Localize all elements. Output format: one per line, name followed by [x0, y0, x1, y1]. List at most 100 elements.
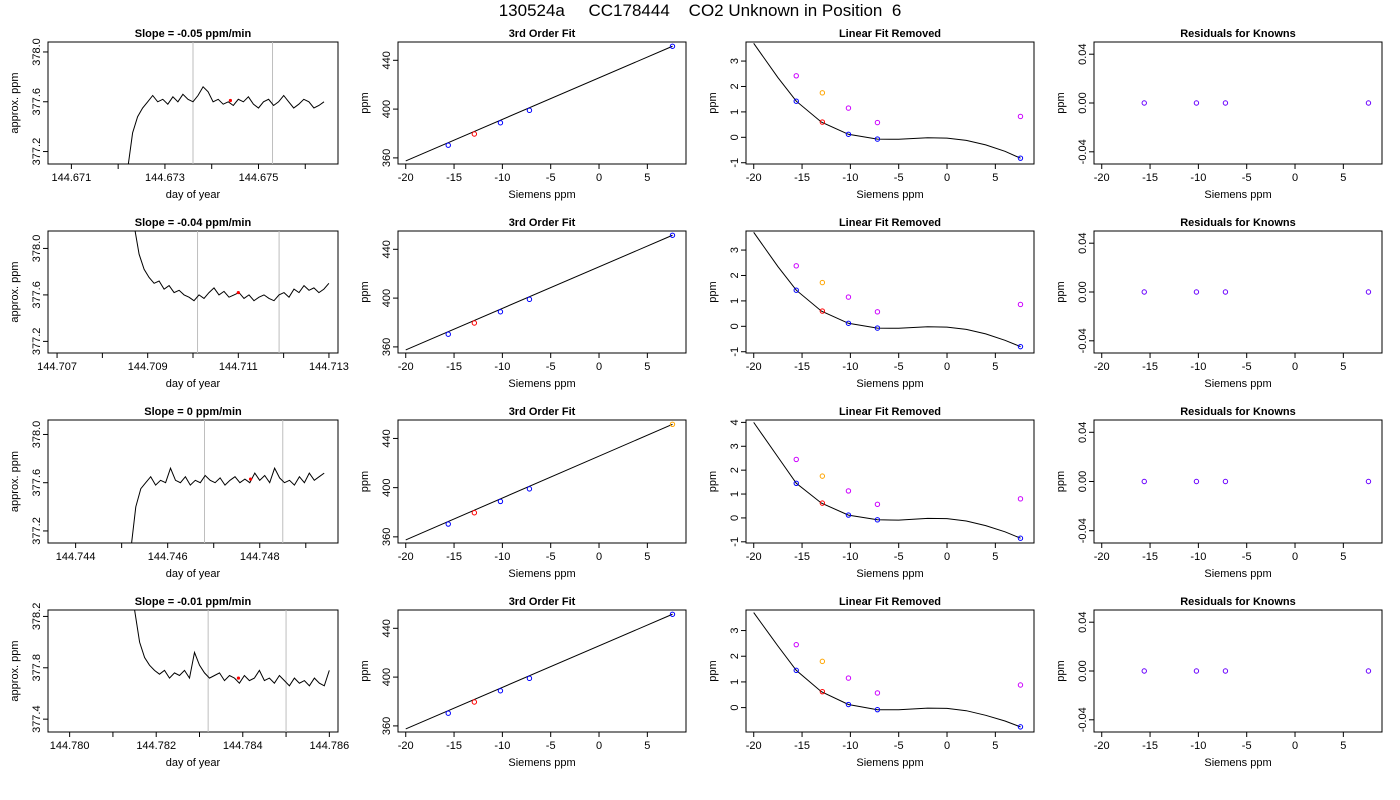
x-tick-label: -10 — [842, 361, 858, 373]
x-tick-label: -15 — [1142, 172, 1158, 184]
plot-area — [1141, 100, 1372, 106]
y-axis-label: ppm — [707, 471, 719, 492]
plot-frame — [745, 609, 1035, 733]
panel-r1-c1: Slope = -0.05 ppm/min 144.671 144.673 144.6… — [9, 28, 339, 201]
x-tick-label: -20 — [398, 172, 414, 184]
plot-area — [753, 612, 1024, 730]
data-point — [669, 421, 676, 428]
x-tick-label: -5 — [1242, 172, 1252, 184]
plot-frame — [397, 230, 687, 354]
y-tick-label: 3 — [729, 247, 741, 253]
y-axis-label: ppm — [1055, 281, 1067, 302]
plot-area — [753, 232, 1024, 350]
data-point — [1222, 478, 1229, 485]
y-tick-label: 377.8 — [31, 654, 43, 682]
x-tick-label: -15 — [1142, 361, 1158, 373]
y-axis-label: ppm — [359, 92, 371, 113]
data-point — [1365, 478, 1372, 485]
data-point — [793, 667, 799, 674]
x-tick-label: -5 — [1242, 361, 1252, 373]
x-tick-label: -20 — [746, 172, 762, 184]
y-axis-label: ppm — [1055, 660, 1067, 681]
x-tick-label: 144.746 — [148, 551, 188, 563]
x-tick-label: 144.786 — [309, 740, 349, 752]
data-point — [819, 688, 826, 695]
plot-frame — [1093, 230, 1383, 354]
cubic-curve-line — [753, 43, 1021, 159]
x-tick-label: -20 — [1094, 551, 1110, 563]
y-tick-label: 440 — [381, 240, 393, 258]
data-point — [471, 131, 478, 137]
x-tick-label: -5 — [546, 361, 556, 373]
x-axis-label: Siemens ppm — [856, 757, 923, 769]
x-tick-label: 0 — [944, 361, 950, 373]
x-axis-label: day of year — [166, 378, 221, 390]
x-tick-label: -10 — [842, 172, 858, 184]
y-axis-label: ppm — [1055, 92, 1067, 113]
plot-area — [1141, 478, 1372, 485]
panel-r4-c4: Residuals for Knowns -20 -15 -10 -5 0 5 -0.04 0.… — [1055, 596, 1383, 769]
data-point — [845, 131, 852, 137]
data-point — [669, 232, 676, 238]
x-tick-label: 5 — [644, 172, 650, 184]
y-tick-label: 378.0 — [31, 421, 43, 449]
x-axis-label: Siemens ppm — [856, 189, 923, 201]
plot-frame — [745, 230, 1035, 354]
panel-r3-c4: Residuals for Knowns -20 -15 -10 -5 0 5 -0.04 0.… — [1055, 406, 1383, 580]
y-tick-label: -1 — [729, 537, 741, 547]
y-tick-label: -1 — [729, 158, 741, 168]
y-tick-label: 1 — [729, 298, 741, 304]
x-tick-label: -15 — [794, 361, 810, 373]
data-point — [793, 98, 799, 104]
y-tick-label: 377.2 — [31, 517, 43, 545]
y-tick-label: 377.6 — [31, 88, 43, 116]
data-point — [497, 120, 504, 126]
fit-line — [405, 234, 673, 351]
x-tick-label: -10 — [842, 740, 858, 752]
plot-frame — [397, 419, 687, 544]
x-tick-label: -10 — [494, 740, 510, 752]
x-tick-label: -15 — [1142, 740, 1158, 752]
co2-trace-line — [131, 466, 325, 543]
plot-frame — [397, 609, 687, 733]
x-axis-label: Siemens ppm — [856, 378, 923, 390]
x-tick-label: -15 — [446, 551, 462, 563]
x-tick-label: 5 — [992, 361, 998, 373]
data-point — [1017, 155, 1024, 161]
plot-area — [134, 610, 330, 732]
x-tick-label: -10 — [494, 172, 510, 184]
x-tick-label: -15 — [446, 172, 462, 184]
y-tick-label: 0.04 — [1077, 611, 1089, 632]
data-point — [526, 675, 533, 682]
data-point — [1141, 289, 1147, 295]
panel-title: Linear Fit Removed — [839, 596, 941, 608]
x-tick-label: 144.673 — [145, 172, 185, 184]
y-tick-label: -0.04 — [1077, 707, 1089, 732]
x-tick-label: 144.784 — [223, 740, 263, 752]
y-axis-label: ppm — [707, 660, 719, 681]
mean-marker — [236, 676, 241, 680]
fit-line — [405, 613, 673, 730]
plot-area — [134, 231, 330, 353]
y-tick-label: 0.00 — [1077, 92, 1089, 113]
data-point — [1222, 289, 1229, 295]
fit-line — [405, 45, 673, 162]
data-point — [874, 517, 881, 523]
panel-title: Residuals for Knowns — [1180, 28, 1296, 40]
y-tick-label: -1 — [729, 347, 741, 357]
y-tick-label: 0 — [729, 705, 741, 711]
y-tick-label: 400 — [381, 668, 393, 686]
panel-title: Linear Fit Removed — [839, 406, 941, 418]
y-tick-label: 2 — [729, 83, 741, 89]
x-tick-label: 0 — [596, 740, 602, 752]
y-tick-label: 0 — [729, 134, 741, 140]
y-tick-label: 2 — [729, 272, 741, 278]
data-point — [497, 309, 504, 315]
x-tick-label: -10 — [1190, 172, 1206, 184]
data-point — [471, 699, 478, 705]
y-tick-label: 360 — [381, 717, 393, 735]
x-axis-label: Siemens ppm — [1204, 189, 1271, 201]
x-tick-label: -5 — [1242, 551, 1252, 563]
data-point — [1222, 668, 1229, 674]
x-axis-label: Siemens ppm — [508, 568, 575, 580]
